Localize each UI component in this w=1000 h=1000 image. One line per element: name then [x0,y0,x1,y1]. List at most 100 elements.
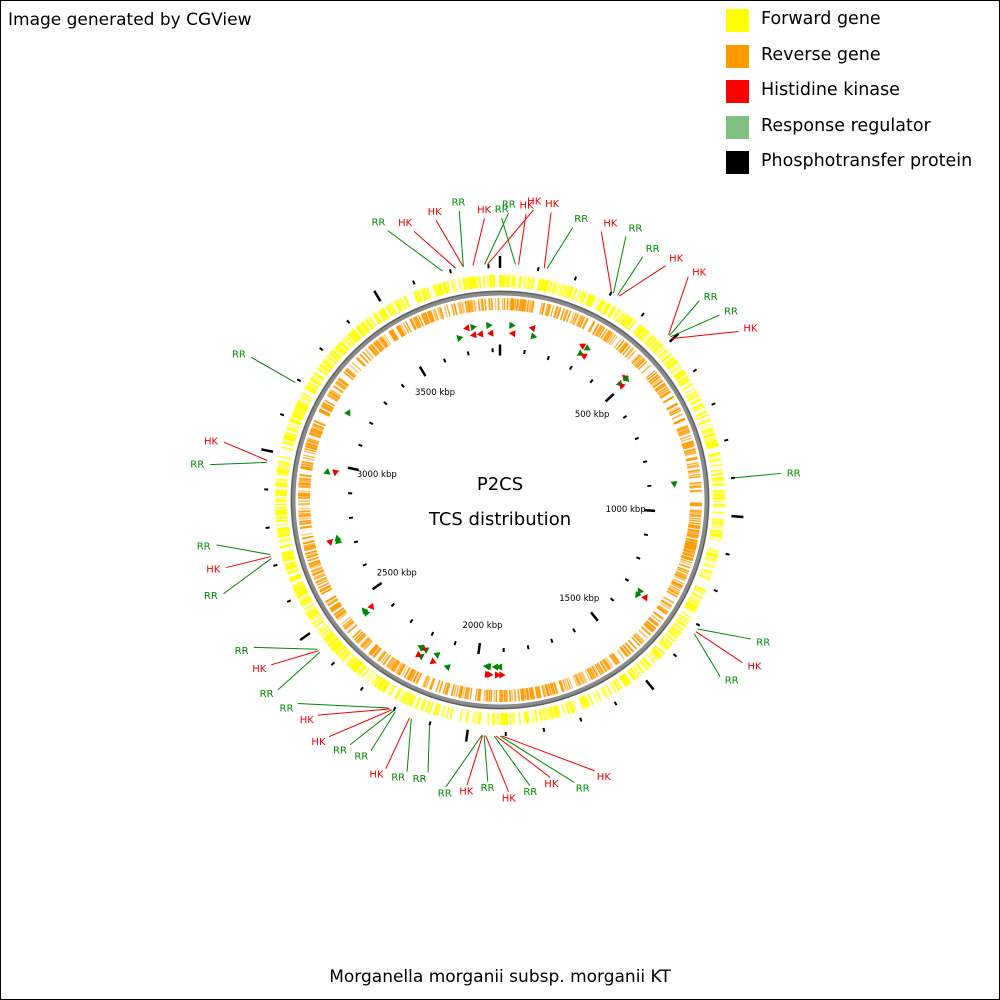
forward-gene-mark [444,706,450,719]
reverse-gene-mark [511,298,514,311]
tick-label: 500 kbp [575,410,610,420]
forward-gene-mark [304,387,316,395]
forward-gene-mark [279,455,292,460]
reverse-gene-mark [308,559,321,565]
forward-gene-mark [425,287,432,299]
forward-gene-mark [281,551,294,557]
reverse-gene-mark [683,547,696,552]
reverse-gene-mark [442,682,448,695]
forward-gene-mark [478,275,481,288]
forward-gene-mark [612,679,621,691]
forward-gene-mark [539,278,544,291]
forward-gene-mark [339,341,349,351]
forward-gene-mark [662,636,674,645]
reverse-gene-mark [609,654,618,665]
forward-gene-mark [307,610,319,619]
reverse-gene-mark [299,519,312,523]
reverse-gene-mark [377,650,386,662]
forward-gene-mark [371,675,380,686]
reverse-gene-mark [415,315,422,328]
reverse-gene-mark [689,512,702,515]
reverse-gene-mark [414,316,421,328]
reverse-gene-mark [675,571,688,577]
forward-gene-mark [437,283,442,296]
reverse-gene-mark [356,633,366,644]
reverse-gene-mark [689,510,702,514]
reverse-gene-mark [556,306,561,319]
outer-tick [724,438,729,442]
hk-label: HK [477,205,492,216]
forward-gene-mark [541,708,546,721]
reverse-gene-mark [464,686,468,700]
reverse-gene-mark [303,545,316,550]
rr-marker [530,332,538,340]
forward-gene-mark [380,680,389,692]
reverse-gene-mark [303,450,316,455]
reverse-gene-mark [301,462,314,466]
forward-gene-mark [296,590,308,597]
hk-label: HK [597,772,612,783]
forward-gene-mark [276,473,289,477]
forward-gene-mark [553,282,558,295]
reverse-gene-mark [382,654,391,666]
forward-gene-mark [416,290,423,303]
reverse-gene-mark [337,378,348,388]
reverse-gene-mark [404,321,412,333]
reverse-gene-mark [563,678,570,691]
reverse-gene-mark [681,555,694,561]
rr-marker [482,663,490,671]
forward-gene-mark [673,622,684,632]
forward-gene-mark [343,336,354,347]
backbone-ring [290,290,710,710]
forward-gene-mark [486,275,489,288]
forward-gene-mark [666,360,678,369]
reverse-gene-mark [520,299,523,312]
reverse-gene-mark [526,300,530,313]
forward-gene-mark [334,643,344,654]
reverse-gene-mark [689,489,702,492]
forward-gene-mark [687,600,699,608]
forward-gene-mark [658,640,669,650]
reverse-gene-mark [412,671,420,683]
rr-label: RR [574,214,588,225]
reverse-gene-mark [330,602,341,611]
hk-marker [508,330,516,338]
forward-gene-mark [401,691,408,703]
forward-gene-mark [275,489,288,492]
reverse-gene-mark [299,474,312,478]
reverse-gene-mark [438,307,444,320]
feature-leader-line [466,735,484,786]
outer-tick [273,563,278,567]
legend-label: Histidine kinase [761,80,900,100]
forward-gene-mark [664,357,676,367]
forward-gene-mark [293,409,305,417]
forward-gene-mark [278,539,291,544]
feature-leader-line [223,558,272,595]
reverse-gene-mark [673,575,686,582]
reverse-gene-mark [686,533,699,537]
forward-gene-mark [669,627,681,637]
reverse-gene-mark [606,332,615,344]
outer-tick [542,727,546,733]
reverse-gene-mark [381,335,391,346]
forward-gene-mark [283,435,296,441]
outer-tick [608,291,613,297]
forward-gene-mark [704,558,717,564]
forward-gene-mark [284,433,297,439]
forward-gene-mark [670,365,682,375]
forward-gene-mark [321,629,333,639]
forward-gene-mark [667,361,679,370]
reverse-gene-mark [576,315,584,327]
feature-leader-line [328,709,393,738]
inner-tick [371,581,383,591]
forward-gene-mark [320,627,331,637]
feature-leader-line [223,441,268,461]
forward-gene-mark [291,414,304,421]
forward-gene-mark [387,304,395,316]
forward-gene-mark [277,530,290,534]
reverse-gene-mark [309,432,321,439]
reverse-gene-mark [483,689,486,702]
forward-gene-mark [555,282,561,295]
reverse-gene-mark [680,437,693,443]
inner-tick [409,618,414,624]
